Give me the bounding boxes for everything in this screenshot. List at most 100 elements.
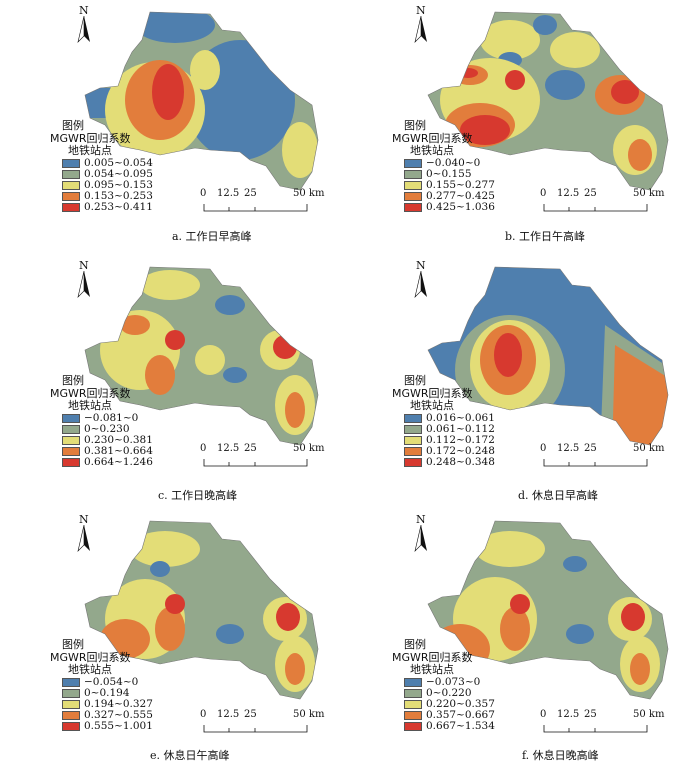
legend-class-1: −0.081~0 bbox=[84, 411, 139, 424]
legend-class-4: 0.153~0.253 bbox=[84, 189, 153, 202]
panel-c: N 图例 MGWR回归系数 地铁站点 −0.081~0 0~0.230 0.23… bbox=[0, 255, 350, 510]
legend-stations: 地铁站点 bbox=[68, 399, 112, 412]
legend-class-4: 0.277~0.425 bbox=[426, 189, 495, 202]
legend-class-5: 0.667~1.534 bbox=[426, 719, 495, 732]
legend-subtitle: MGWR回归系数 bbox=[50, 131, 131, 145]
legend-stations: 地铁站点 bbox=[410, 144, 454, 157]
panel-caption: e. 休息日午高峰 bbox=[150, 749, 230, 762]
legend-class-2: 0~0.194 bbox=[84, 686, 130, 699]
panel-caption: c. 工作日晚高峰 bbox=[158, 489, 238, 502]
scale-label: 12.5 bbox=[217, 188, 240, 199]
scale-label: 12.5 bbox=[217, 443, 240, 454]
legend-class-1: −0.054~0 bbox=[84, 675, 139, 688]
scale-label: 12.5 bbox=[557, 709, 580, 720]
scale-bar: 0 12.5 25 50 km bbox=[540, 443, 670, 473]
legend-class-3: 0.230~0.381 bbox=[84, 433, 153, 446]
legend: 图例 MGWR回归系数 地铁站点 −0.040~0 0~0.155 0.155~… bbox=[392, 119, 495, 213]
scale-label: 0 bbox=[540, 709, 547, 720]
north-arrow: N bbox=[75, 259, 95, 299]
scale-bar: 0 12.5 25 50 km bbox=[200, 443, 330, 473]
scale-label: 50 km bbox=[633, 709, 665, 720]
legend-stations: 地铁站点 bbox=[68, 663, 112, 676]
legend-title: 图例 bbox=[404, 374, 426, 387]
legend-class-1: −0.073~0 bbox=[426, 675, 481, 688]
panel-e: N 图例 MGWR回归系数 地铁站点 −0.054~0 0~0.194 0.19… bbox=[0, 509, 350, 764]
legend-title: 图例 bbox=[404, 638, 426, 651]
legend-subtitle: MGWR回归系数 bbox=[50, 386, 131, 400]
north-label: N bbox=[416, 4, 426, 17]
scale-label: 0 bbox=[200, 443, 207, 454]
legend-class-4: 0.327~0.555 bbox=[84, 708, 153, 721]
legend-class-2: 0~0.230 bbox=[84, 422, 130, 435]
scale-bar: 0 12.5 25 50 km bbox=[540, 188, 670, 218]
north-label: N bbox=[79, 513, 89, 526]
legend: 图例 MGWR回归系数 地铁站点 −0.081~0 0~0.230 0.230~… bbox=[50, 374, 153, 468]
panel-d: N 图例 MGWR回归系数 地铁站点 0.016~0.061 0.061~0.1… bbox=[350, 255, 700, 510]
scale-label: 12.5 bbox=[557, 188, 580, 199]
legend-class-1: −0.040~0 bbox=[426, 156, 481, 169]
panel-caption: f. 休息日晚高峰 bbox=[522, 749, 599, 762]
north-arrow: N bbox=[412, 259, 432, 299]
legend-stations: 地铁站点 bbox=[410, 663, 454, 676]
scale-label: 25 bbox=[244, 188, 257, 199]
legend: 图例 MGWR回归系数 地铁站点 0.016~0.061 0.061~0.112… bbox=[392, 374, 495, 468]
scale-label: 25 bbox=[584, 443, 597, 454]
scale-label: 0 bbox=[540, 188, 547, 199]
panel-caption: d. 休息日早高峰 bbox=[518, 489, 599, 502]
legend: 图例 MGWR回归系数 地铁站点 −0.054~0 0~0.194 0.194~… bbox=[50, 638, 153, 732]
legend-class-2: 0~0.220 bbox=[426, 686, 472, 699]
scale-label: 25 bbox=[244, 443, 257, 454]
north-label: N bbox=[416, 259, 426, 272]
legend-subtitle: MGWR回归系数 bbox=[392, 386, 473, 400]
scale-label: 12.5 bbox=[217, 709, 240, 720]
legend-class-1: 0.016~0.061 bbox=[426, 411, 495, 424]
scale-bar: 0 12.5 25 50 km bbox=[200, 188, 330, 218]
panel-caption: b. 工作日午高峰 bbox=[505, 230, 586, 243]
legend-class-3: 0.194~0.327 bbox=[84, 697, 153, 710]
north-label: N bbox=[79, 259, 89, 272]
legend-class-3: 0.155~0.277 bbox=[426, 178, 495, 191]
map-e bbox=[84, 520, 319, 700]
legend-class-5: 0.664~1.246 bbox=[84, 455, 153, 468]
legend-title: 图例 bbox=[62, 119, 84, 132]
north-arrow: N bbox=[75, 4, 95, 44]
legend-title: 图例 bbox=[404, 119, 426, 132]
panel-caption: a. 工作日早高峰 bbox=[172, 230, 252, 243]
scale-label: 50 km bbox=[633, 443, 665, 454]
legend-class-5: 0.555~1.001 bbox=[84, 719, 153, 732]
map-a bbox=[84, 11, 319, 191]
legend-class-4: 0.357~0.667 bbox=[426, 708, 495, 721]
north-label: N bbox=[79, 4, 89, 17]
legend-class-4: 0.172~0.248 bbox=[426, 444, 495, 457]
scale-label: 12.5 bbox=[557, 443, 580, 454]
map-c bbox=[84, 266, 319, 446]
scale-bar: 0 12.5 25 50 km bbox=[200, 709, 330, 739]
legend-subtitle: MGWR回归系数 bbox=[392, 131, 473, 145]
legend-class-5: 0.248~0.348 bbox=[426, 455, 495, 468]
panel-f: N 图例 MGWR回归系数 地铁站点 −0.073~0 0~0.220 0.22… bbox=[350, 509, 700, 764]
scale-label: 0 bbox=[200, 188, 207, 199]
legend-title: 图例 bbox=[62, 374, 84, 387]
legend-class-2: 0~0.155 bbox=[426, 167, 472, 180]
scale-label: 50 km bbox=[293, 188, 325, 199]
scale-label: 0 bbox=[200, 709, 207, 720]
scale-label: 50 km bbox=[293, 443, 325, 454]
scale-label: 25 bbox=[584, 188, 597, 199]
north-label: N bbox=[416, 513, 426, 526]
map-d bbox=[427, 266, 669, 446]
north-arrow: N bbox=[412, 513, 432, 553]
legend-class-5: 0.253~0.411 bbox=[84, 200, 153, 213]
legend: 图例 MGWR回归系数 地铁站点 −0.073~0 0~0.220 0.220~… bbox=[392, 638, 495, 732]
legend-class-3: 0.095~0.153 bbox=[84, 178, 153, 191]
legend-title: 图例 bbox=[62, 638, 84, 651]
legend-subtitle: MGWR回归系数 bbox=[392, 650, 473, 664]
legend-class-4: 0.381~0.664 bbox=[84, 444, 153, 457]
panel-a: N 图例 MGWR回归系数 地铁站点 0.005~0.054 0.054~0.0… bbox=[0, 0, 350, 255]
legend-class-3: 0.220~0.357 bbox=[426, 697, 495, 710]
map-f bbox=[427, 520, 669, 700]
legend-class-1: 0.005~0.054 bbox=[84, 156, 153, 169]
legend-class-5: 0.425~1.036 bbox=[426, 200, 495, 213]
scale-label: 50 km bbox=[293, 709, 325, 720]
legend-class-2: 0.054~0.095 bbox=[84, 167, 153, 180]
legend: 图例 MGWR回归系数 地铁站点 0.005~0.054 0.054~0.095… bbox=[50, 119, 153, 213]
